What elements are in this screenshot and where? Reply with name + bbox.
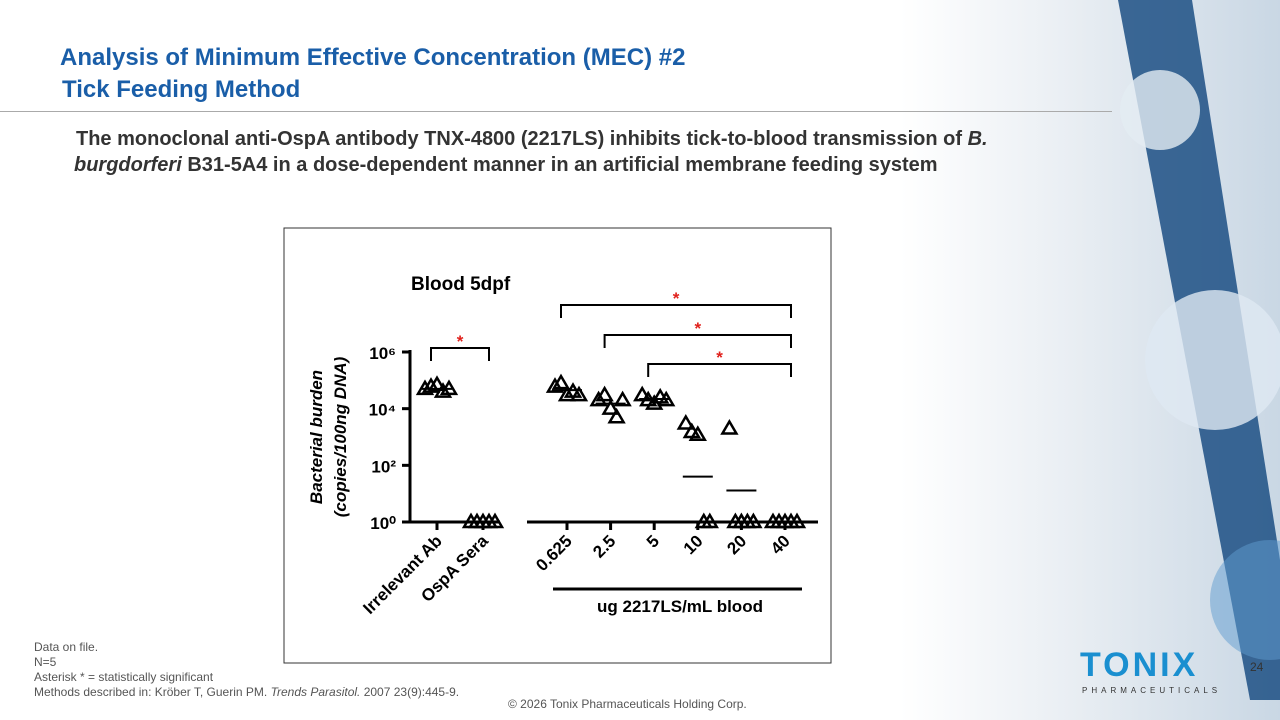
chart-title: Blood 5dpf (411, 274, 511, 295)
data-point (633, 385, 652, 402)
data-point (676, 414, 695, 430)
data-point (601, 399, 620, 415)
data-point (595, 385, 614, 402)
text: Trends Parasitol. (270, 685, 361, 699)
title: Analysis of Minimum Effective Concentrat… (60, 44, 686, 71)
data-point (557, 385, 577, 402)
y-tick-label: 10² (371, 457, 396, 476)
significance-label: * (457, 332, 464, 351)
text: B31-5A4 in a dose-dependent manner in an… (181, 154, 938, 176)
footnote: N=5 (34, 655, 57, 669)
page-number: 24 (1250, 660, 1264, 674)
significance-bracket (430, 347, 490, 361)
significance-bracket (603, 334, 792, 348)
significance-bracket (647, 363, 792, 377)
data-point (551, 373, 571, 390)
data-point (720, 418, 739, 435)
data-point (744, 512, 763, 529)
copyright: © 2026 Tonix Pharmaceuticals Holding Cor… (508, 697, 747, 711)
significance-label: * (716, 348, 723, 367)
text: Methods described in: Kröber T, Guerin P… (34, 685, 271, 699)
subtitle: Tick Feeding Method (62, 76, 301, 103)
footnote: Methods described in: Kröber T, Guerin P… (34, 685, 459, 700)
logo: TONIX (1080, 646, 1199, 684)
significance-bracket (560, 304, 792, 318)
y-tick-label: 10⁰ (370, 514, 396, 533)
divider (0, 111, 1112, 112)
body-text: The monoclonal anti-OspA antibody TNX-48… (74, 126, 1034, 178)
significance-label: * (673, 289, 680, 308)
data-point (569, 385, 589, 402)
group-label: ug 2217LS/mL blood (597, 597, 763, 616)
data-point (421, 377, 441, 393)
significance-label: * (694, 319, 701, 338)
y-label-line: (copies/100ng DNA) (331, 356, 350, 517)
data-point (700, 512, 719, 529)
text: 2007 23(9):445-9. (360, 685, 460, 699)
y-axis-label: Bacterial burden (copies/100ng DNA) (307, 356, 350, 517)
text: B. burgdorferi (74, 128, 988, 176)
data-point (607, 407, 626, 424)
data-point (433, 382, 453, 398)
footnote: Asterisk * = statistically significant (34, 670, 214, 684)
data-point (613, 390, 632, 407)
footnotes: Data on file. N=5 Asterisk * = statistic… (34, 640, 459, 700)
y-label-line: Bacterial burden (307, 370, 326, 504)
y-tick-label: 10⁴ (369, 401, 396, 420)
logo-subtitle: PHARMACEUTICALS (1082, 686, 1222, 695)
data-point (688, 425, 707, 442)
footnote: Data on file. (34, 640, 99, 654)
data-point (545, 377, 565, 393)
text: The monoclonal anti-OspA antibody TNX-48… (76, 128, 968, 150)
y-tick-label: 10⁶ (369, 344, 396, 363)
